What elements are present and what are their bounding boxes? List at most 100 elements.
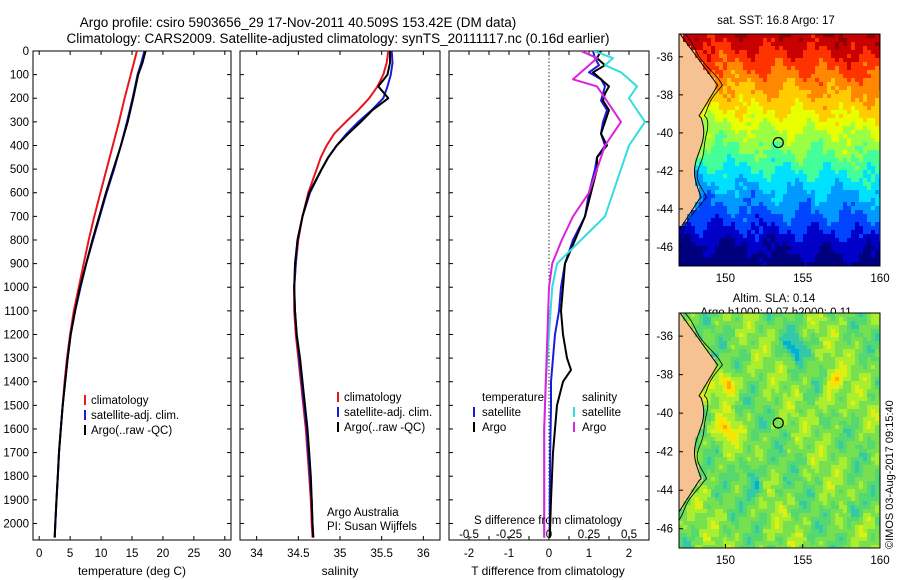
map-cell (779, 337, 783, 341)
map-cell (755, 66, 759, 70)
map-cell (747, 369, 751, 373)
map-cell (839, 238, 843, 242)
map-cell (827, 162, 831, 166)
map-cell (823, 82, 827, 86)
x-tick-label: 20 (157, 548, 170, 560)
map-cell (739, 313, 743, 317)
map-cell (791, 106, 795, 110)
map-cell (871, 425, 875, 429)
map-cell (843, 234, 847, 238)
map-cell (783, 62, 787, 66)
map-cell (759, 401, 763, 405)
map-cell (751, 210, 755, 214)
map-cell (791, 206, 795, 210)
map-cell (711, 202, 715, 206)
map-cell (875, 349, 879, 353)
map-cell (779, 82, 783, 86)
map-cell (827, 118, 831, 122)
map-cell (759, 178, 763, 182)
map-cell (751, 198, 755, 202)
map-cell (711, 258, 715, 262)
map-cell (807, 333, 811, 337)
map-cell (875, 389, 879, 393)
map-cell (771, 74, 775, 78)
map-cell (767, 393, 771, 397)
map-cell (735, 333, 739, 337)
map-cell (787, 425, 791, 429)
map-cell (735, 250, 739, 254)
map-cell (763, 222, 767, 226)
map-cell (847, 413, 851, 417)
map-cell (743, 317, 747, 321)
map-cell (807, 329, 811, 333)
map-cell (751, 122, 755, 126)
map-cell (771, 433, 775, 437)
map-cell (723, 373, 727, 377)
map-cell (687, 377, 691, 381)
map-cell (751, 313, 755, 317)
map-cell (679, 66, 683, 70)
map-cell (807, 377, 811, 381)
map-cell (831, 146, 835, 150)
map-cell (839, 174, 843, 178)
map-cell (795, 365, 799, 369)
map-cell (707, 250, 711, 254)
map-cell (687, 425, 691, 429)
map-cell (787, 349, 791, 353)
map-cell (871, 122, 875, 126)
map-cell (699, 349, 703, 353)
map-cell (799, 122, 803, 126)
map-cell (691, 122, 695, 126)
map-cell (727, 401, 731, 405)
map-cell (739, 242, 743, 246)
map-cell (839, 357, 843, 361)
map-cell (847, 321, 851, 325)
map-cell (679, 102, 683, 106)
map-cell (731, 246, 735, 250)
map-cell (851, 114, 855, 118)
map-cell (871, 126, 875, 130)
map-cell (679, 317, 683, 321)
map-cell (847, 206, 851, 210)
map-cell (803, 325, 807, 329)
map-cell (707, 405, 711, 409)
map-cell (731, 190, 735, 194)
map-cell (695, 94, 699, 98)
map-cell (771, 250, 775, 254)
map-cell (807, 393, 811, 397)
map-cell (687, 337, 691, 341)
map-cell (815, 246, 819, 250)
map-cell (783, 158, 787, 162)
map-cell (751, 222, 755, 226)
map-cell (855, 170, 859, 174)
map-cell (695, 413, 699, 417)
map-cell (851, 162, 855, 166)
map-cell (791, 242, 795, 246)
map-cell (815, 206, 819, 210)
map-cell (827, 417, 831, 421)
map-cell (851, 178, 855, 182)
map-cell (867, 126, 871, 130)
map-cell (795, 230, 799, 234)
map-cell (703, 250, 707, 254)
map-cell (699, 377, 703, 381)
map-cell (679, 246, 683, 250)
map-cell (843, 202, 847, 206)
map-cell (687, 445, 691, 449)
map-cell (679, 146, 683, 150)
map-cell (799, 94, 803, 98)
map-cell (715, 222, 719, 226)
map-cell (839, 54, 843, 58)
map-cell (831, 98, 835, 102)
map-cell (727, 162, 731, 166)
map-cell (843, 86, 847, 90)
map-cell (827, 114, 831, 118)
map-cell (815, 345, 819, 349)
map-cell (719, 313, 723, 317)
map-cell (747, 373, 751, 377)
map-cell (875, 150, 879, 154)
map-cell (735, 194, 739, 198)
map-cell (751, 110, 755, 114)
map-cell (723, 138, 727, 142)
map-cell (867, 441, 871, 445)
